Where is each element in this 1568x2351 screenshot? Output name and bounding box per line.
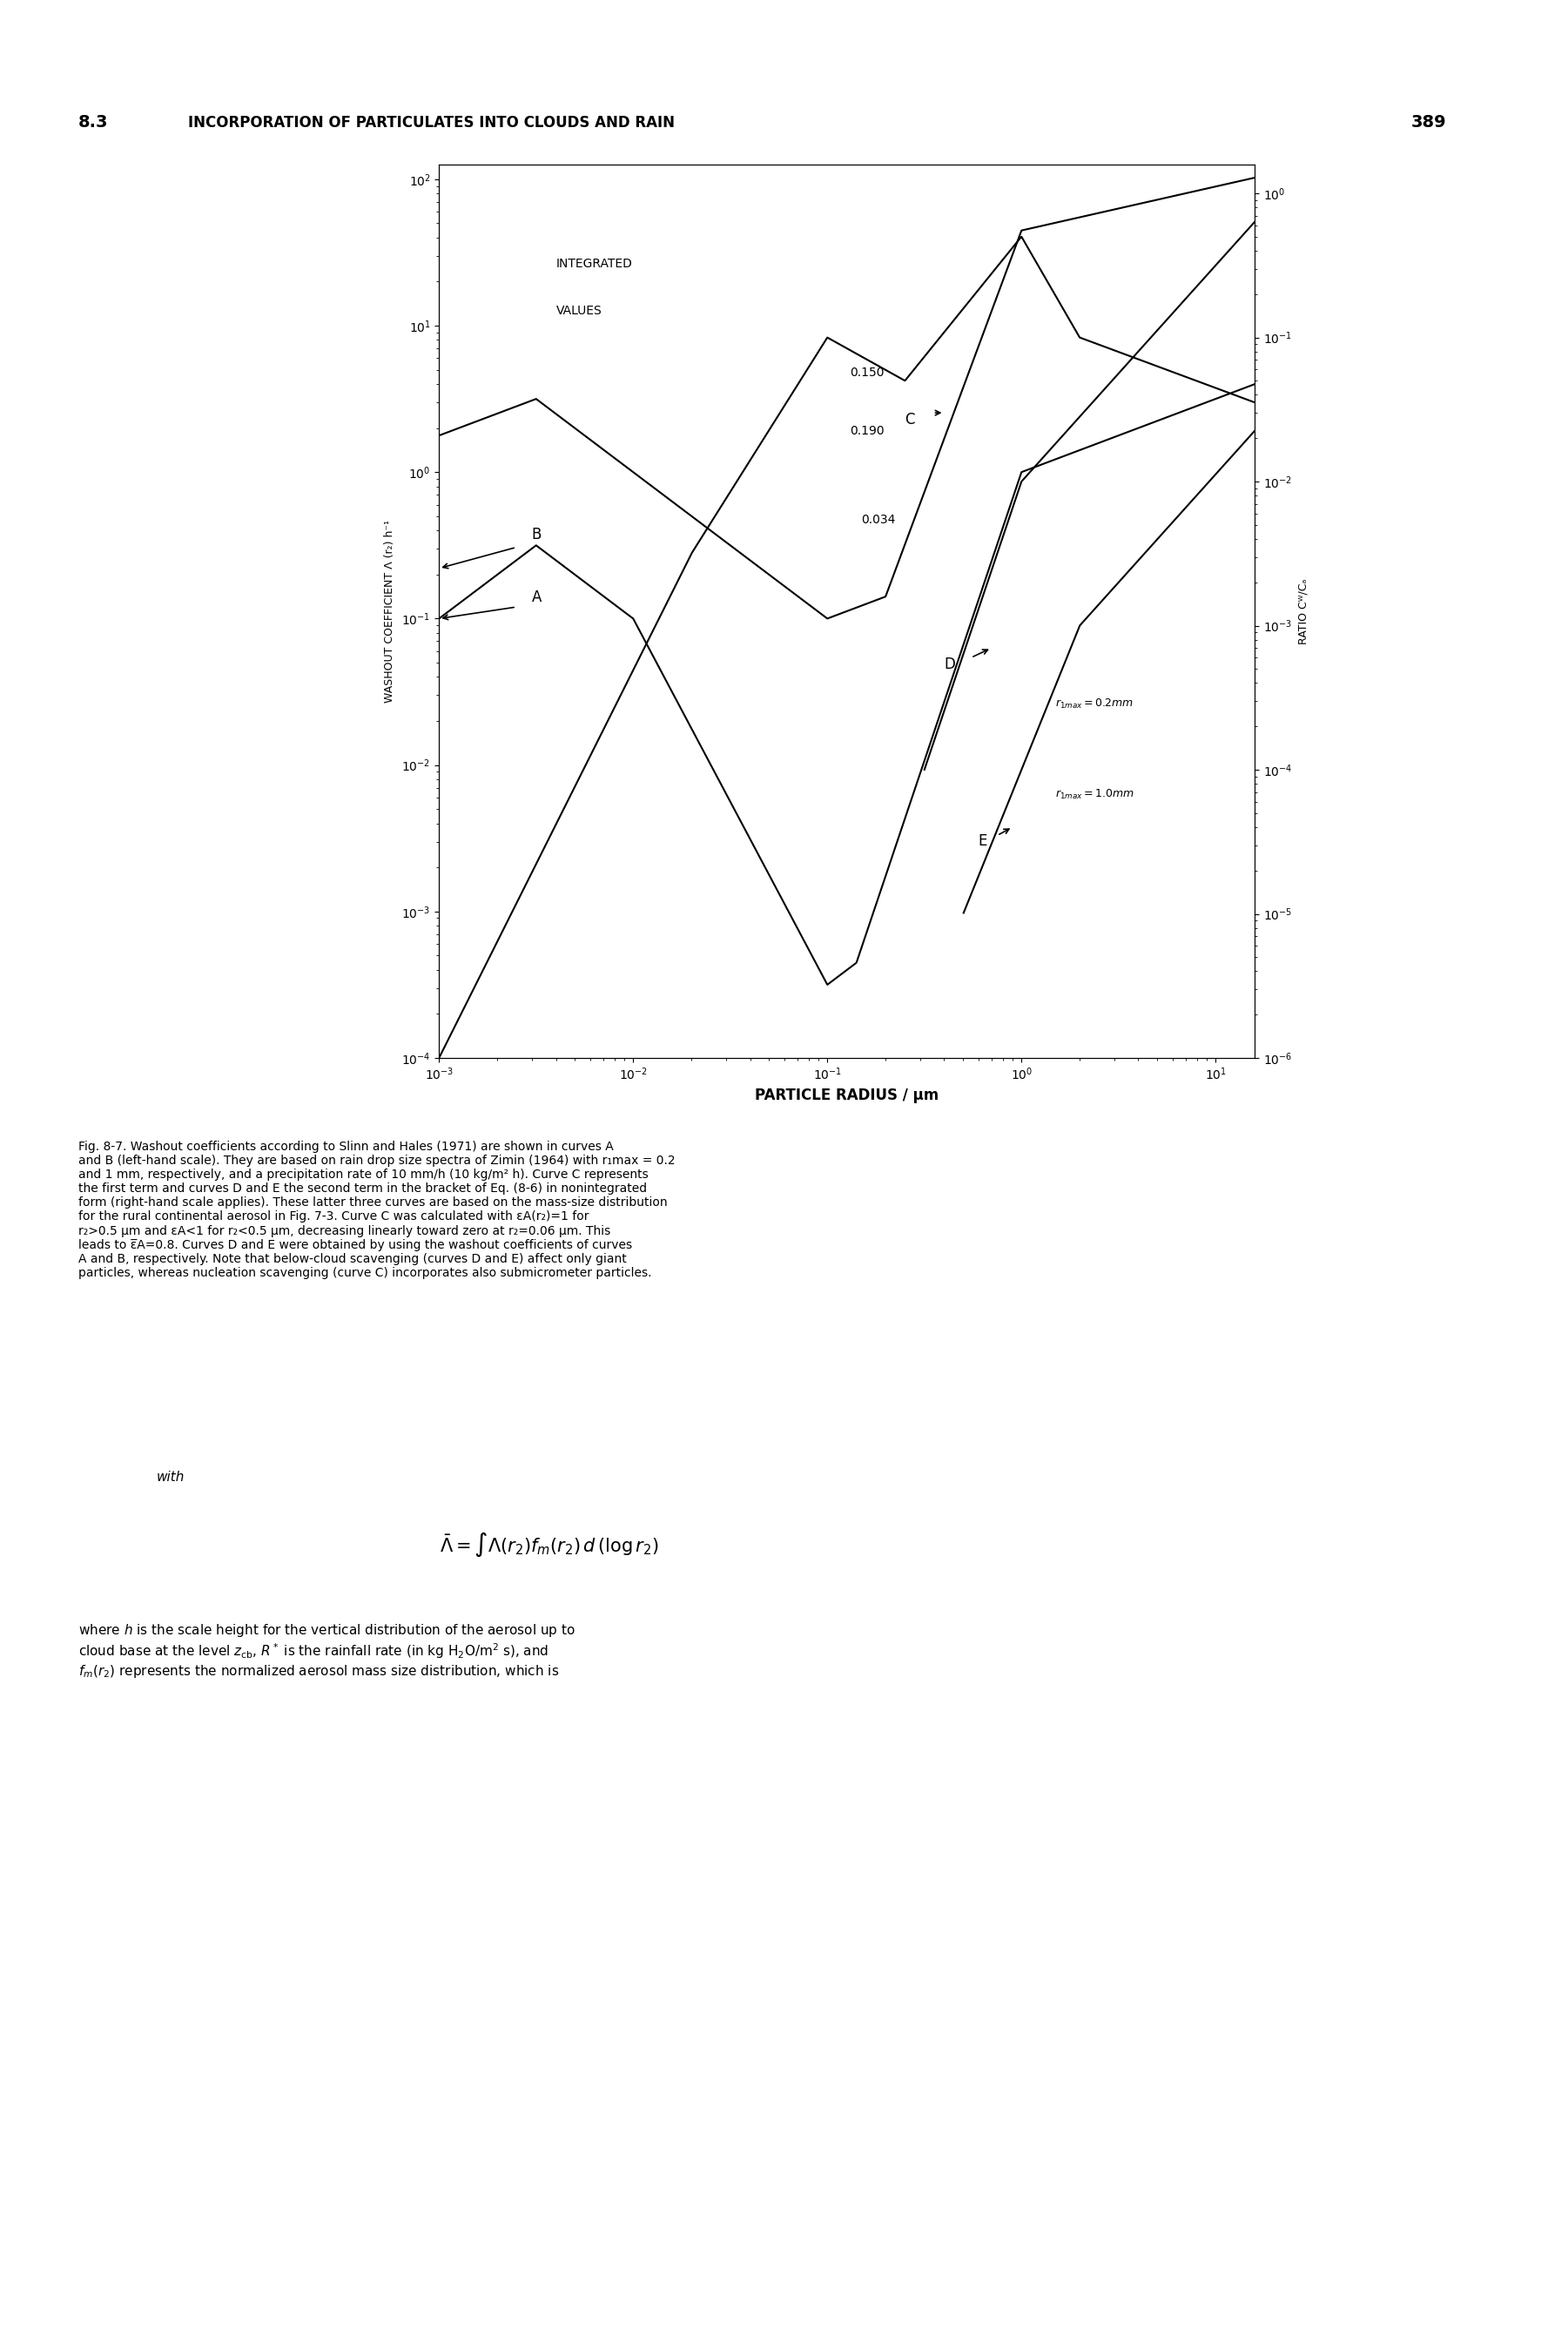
Y-axis label: RATIO Cᵂ/Cₐ: RATIO Cᵂ/Cₐ <box>1298 578 1309 644</box>
Text: with: with <box>157 1472 185 1483</box>
Text: 0.034: 0.034 <box>861 513 895 527</box>
Text: E: E <box>978 832 988 849</box>
X-axis label: PARTICLE RADIUS / μm: PARTICLE RADIUS / μm <box>754 1089 939 1103</box>
Y-axis label: WASHOUT COEFFICIENT Λ (r₂) h⁻¹: WASHOUT COEFFICIENT Λ (r₂) h⁻¹ <box>384 520 395 703</box>
Text: 8.3: 8.3 <box>78 113 108 129</box>
Text: 0.190: 0.190 <box>850 426 884 437</box>
Text: $r_{1max}=0.2mm$: $r_{1max}=0.2mm$ <box>1055 698 1134 710</box>
Text: $r_{1max}=1.0mm$: $r_{1max}=1.0mm$ <box>1055 788 1135 802</box>
Text: INCORPORATION OF PARTICULATES INTO CLOUDS AND RAIN: INCORPORATION OF PARTICULATES INTO CLOUD… <box>188 115 674 129</box>
Text: Fig. 8-7. Washout coefficients according to Slinn and Hales (1971) are shown in : Fig. 8-7. Washout coefficients according… <box>78 1140 676 1279</box>
Text: where $h$ is the scale height for the vertical distribution of the aerosol up to: where $h$ is the scale height for the ve… <box>78 1622 575 1679</box>
Text: $\bar{\Lambda} = \int \Lambda(r_2) f_m(r_2)\, d\,(\log r_2)$: $\bar{\Lambda} = \int \Lambda(r_2) f_m(r… <box>439 1531 659 1559</box>
Text: VALUES: VALUES <box>557 306 602 317</box>
Text: 0.150: 0.150 <box>850 367 884 379</box>
Text: C: C <box>905 411 914 428</box>
Text: B: B <box>532 527 541 543</box>
Text: A: A <box>532 590 541 604</box>
Text: 389: 389 <box>1411 113 1447 129</box>
Text: INTEGRATED: INTEGRATED <box>557 259 632 270</box>
Text: D: D <box>944 656 955 672</box>
